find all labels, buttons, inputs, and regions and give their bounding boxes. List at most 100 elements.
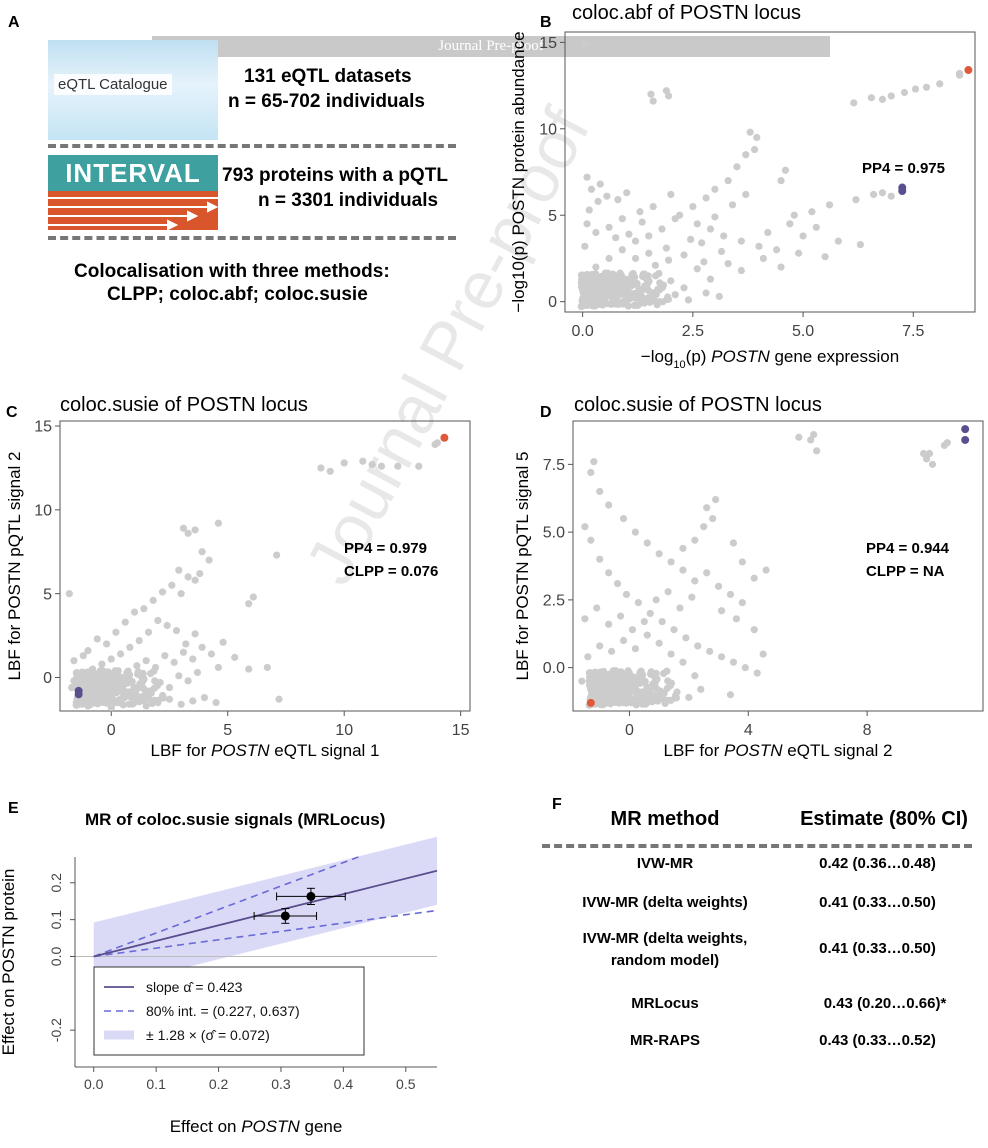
chart-C-point (212, 699, 220, 707)
eqtl-catalogue-logo: eQTL Catalogue (48, 40, 218, 140)
chart-B-point (579, 302, 587, 310)
chart-D-point (943, 439, 951, 447)
chart-C-point (149, 596, 157, 604)
chart-D-point (634, 598, 642, 607)
chart-C-point (163, 621, 171, 630)
chart-D-point (659, 669, 668, 678)
chart-C-ylabel: LBF for POSTN pQTL signal 2 (5, 452, 24, 681)
chart-B-point (689, 202, 697, 211)
chart-B-point (634, 294, 642, 302)
chart-D-point (682, 634, 690, 642)
chart-D-point (643, 631, 651, 639)
chart-b-pp4: PP4 = 0.975 (862, 160, 945, 177)
chart-B-point (852, 196, 860, 204)
chart-E-slope-line (93, 869, 438, 958)
chart-C-point (200, 693, 209, 702)
chart-D-point (679, 566, 687, 574)
chart-C-point (65, 590, 73, 598)
chart-C-point (205, 556, 213, 564)
chart-B-xtick-label: 0.0 (572, 323, 594, 340)
chart-B-point (870, 190, 878, 199)
chart-D-xlabel: LBF for POSTN eQTL signal 2 (664, 741, 893, 760)
chart-B-point (653, 301, 661, 309)
chart-C-point (161, 652, 169, 660)
chart-C-frame (59, 420, 471, 712)
interval-individuals-text: n = 3301 individuals (258, 190, 439, 211)
chart-B-highlight-point (898, 187, 907, 196)
chart-D-ytick-label: 0.0 (543, 660, 565, 677)
chart-B-xtick-label: 2.5 (682, 323, 704, 340)
chart-D-point (709, 514, 717, 523)
chart-B-point (715, 292, 723, 301)
chart-B-point (645, 232, 653, 240)
chart-E-ytick-label: 0.2 (48, 873, 64, 893)
chart-B-point (856, 240, 864, 249)
chart-B-point (588, 284, 596, 293)
chart-B-point (706, 225, 715, 233)
chart-C-point (102, 640, 111, 648)
chart-D-point (607, 697, 615, 705)
chart-c-pp4: PP4 = 0.979 (344, 540, 427, 557)
chart-B-point (676, 211, 684, 219)
table-row-1-estimate: 0.42 (0.36…0.48) (819, 855, 936, 872)
chart-C-point (72, 681, 81, 689)
chart-B-point (623, 189, 631, 197)
chart-B-point (724, 177, 732, 185)
chart-B-point (663, 295, 671, 303)
chart-D-highlight-point (961, 435, 970, 444)
chart-B-ytick-label: 15 (539, 35, 557, 52)
chart-C-point (245, 665, 253, 673)
chart-C-point (70, 657, 78, 665)
interval-proteins-text: 793 proteins with a pQTL (222, 165, 448, 186)
chart-B-point (644, 294, 652, 302)
chart-B-xtick-label: 7.5 (902, 323, 924, 340)
chart-D-point (581, 523, 589, 531)
chart-D-highlight-point (961, 425, 970, 434)
chart-C-dense-cluster (72, 667, 167, 709)
chart-D-point (679, 658, 687, 666)
chart-E-legend (93, 966, 365, 1056)
chart-B-point (649, 97, 657, 105)
chart-D-point (679, 544, 687, 552)
chart-B-point (636, 208, 644, 216)
chart-D-point (631, 673, 639, 681)
chart-D-point (585, 681, 594, 689)
chart-C-point (94, 697, 102, 705)
chart-B-point (583, 220, 591, 228)
chart-C-point (96, 690, 104, 699)
chart-D-point (642, 693, 650, 701)
chart-B-ylabel: −log10(p) POSTN protein abundance (509, 31, 528, 312)
chart-B-point (577, 283, 586, 291)
chart-B-point (665, 256, 673, 264)
chart-B-ytick-label: 5 (548, 208, 557, 225)
chart-D-point (691, 577, 699, 585)
chart-C-point (317, 464, 325, 472)
chart-D-point (605, 501, 613, 509)
chart-e-title: MR of coloc.susie signals (MRLocus) (85, 810, 386, 829)
chart-C-point (110, 688, 118, 696)
chart-B-point (614, 196, 622, 204)
chart-D-ytick-label: 7.5 (543, 457, 565, 474)
chart-B-point (592, 263, 600, 271)
chart-B-point (850, 99, 858, 107)
chart-B-point (578, 276, 586, 284)
chart-E-xtick-label: 0.5 (396, 1076, 416, 1092)
chart-B-point (687, 235, 695, 244)
chart-E-legend-label: ± 1.28 × (σ̂ = 0.072) (146, 1027, 270, 1043)
table-row-2-estimate: 0.41 (0.33…0.50) (819, 894, 936, 911)
chart-C-point (150, 684, 159, 692)
chart-C-point (128, 700, 136, 708)
chart-B-point (633, 279, 641, 288)
chart-B-point (645, 287, 653, 295)
panel-letter-d: D (540, 404, 552, 421)
chart-B-point (711, 185, 719, 193)
chart-B-point (812, 223, 820, 231)
chart-D-point (671, 694, 679, 702)
chart-d-pp4: PP4 = 0.944 (866, 540, 949, 557)
chart-D-point (631, 645, 639, 653)
chart-D-point (655, 639, 663, 647)
chart-B-point (773, 246, 781, 254)
chart-E-ytick-label: 0.1 (48, 910, 64, 930)
chart-D-point (685, 693, 693, 702)
chart-B-point (781, 166, 790, 174)
